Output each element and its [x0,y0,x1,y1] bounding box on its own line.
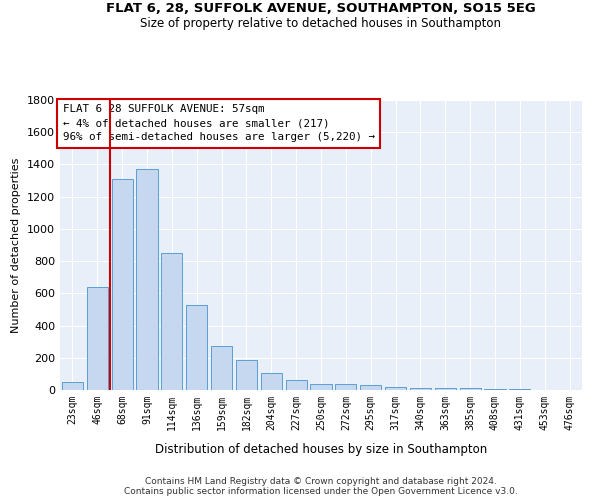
Text: Contains public sector information licensed under the Open Government Licence v3: Contains public sector information licen… [124,488,518,496]
Text: FLAT 6 28 SUFFOLK AVENUE: 57sqm
← 4% of detached houses are smaller (217)
96% of: FLAT 6 28 SUFFOLK AVENUE: 57sqm ← 4% of … [62,104,374,142]
Bar [286,380,307,390]
Bar [136,170,158,390]
Bar [87,287,108,390]
Text: Contains HM Land Registry data © Crown copyright and database right 2024.: Contains HM Land Registry data © Crown c… [145,478,497,486]
Bar [112,179,133,390]
Bar [509,389,530,390]
Text: Size of property relative to detached houses in Southampton: Size of property relative to detached ho… [140,18,502,30]
Bar [62,382,83,390]
Bar [236,360,257,390]
Bar [410,388,431,390]
Bar [360,385,381,390]
Bar [261,373,282,390]
Bar [335,384,356,390]
Y-axis label: Number of detached properties: Number of detached properties [11,158,22,332]
Bar [211,346,232,390]
Bar [435,388,456,390]
Bar [460,388,481,390]
Bar [385,387,406,390]
Text: Distribution of detached houses by size in Southampton: Distribution of detached houses by size … [155,442,487,456]
Bar [161,253,182,390]
Bar [484,388,506,390]
Bar [310,384,332,390]
Bar [186,304,207,390]
Text: FLAT 6, 28, SUFFOLK AVENUE, SOUTHAMPTON, SO15 5EG: FLAT 6, 28, SUFFOLK AVENUE, SOUTHAMPTON,… [106,2,536,16]
